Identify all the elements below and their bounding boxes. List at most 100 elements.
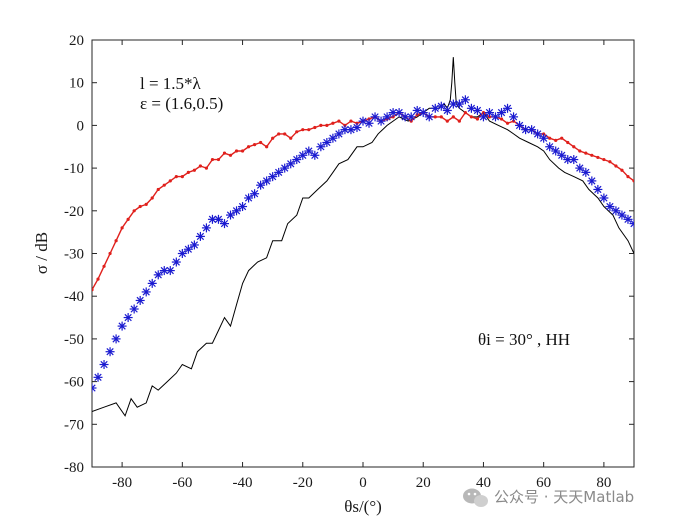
blue-asterisk-point (593, 184, 603, 194)
blue-asterisk-point (111, 334, 121, 344)
red-point (102, 264, 106, 268)
red-point (602, 157, 606, 162)
red-point (253, 143, 257, 147)
blue-asterisk-point (250, 189, 260, 199)
blue-asterisk-point (195, 231, 205, 241)
blue-asterisk-point (472, 105, 482, 115)
blue-asterisk-point (153, 270, 163, 280)
red-point (325, 123, 329, 127)
red-point (156, 187, 160, 192)
blue-asterisk-point (629, 219, 634, 229)
red-point (138, 204, 142, 209)
red-point (307, 128, 311, 132)
red-point (108, 251, 112, 256)
red-point (632, 179, 634, 183)
x-tick-label: -80 (112, 475, 132, 491)
y-tick-label: -70 (64, 417, 84, 433)
red-point (331, 121, 335, 125)
blue-asterisk-point (527, 125, 537, 135)
red-point (277, 132, 281, 136)
blue-asterisk-point (376, 116, 386, 126)
x-tick-label: -20 (293, 475, 313, 491)
blue-asterisk-point (328, 133, 338, 143)
red-point (596, 155, 600, 160)
blue-asterisk-point (575, 163, 585, 173)
red-point (96, 277, 100, 281)
blue-asterisk-point (509, 112, 519, 122)
blue-asterisk-point (123, 313, 133, 323)
red-point (313, 125, 317, 130)
blue-asterisk-point (406, 112, 416, 122)
red-point (132, 209, 136, 213)
blue-asterisk-point (394, 108, 404, 118)
series-black-line (92, 57, 634, 417)
red-point (126, 217, 130, 221)
blue-asterisk-point (551, 146, 561, 156)
blue-asterisk-point (298, 150, 308, 160)
blue-asterisk-point (280, 163, 290, 173)
blue-asterisk-point (201, 223, 211, 233)
blue-asterisk-point (605, 202, 615, 212)
red-point (150, 196, 154, 200)
red-point (114, 239, 118, 243)
y-tick-label: -80 (64, 460, 84, 476)
y-tick-label: 0 (77, 118, 85, 134)
blue-asterisk-point (256, 180, 266, 190)
red-point (451, 115, 455, 119)
red-point (246, 145, 251, 149)
x-axis-title: θs/(°) (344, 497, 382, 516)
blue-asterisk-point (484, 108, 494, 118)
blue-asterisk-point (503, 103, 513, 113)
wechat-icon (463, 488, 488, 507)
red-point (204, 166, 209, 170)
red-point (186, 170, 190, 174)
blue-asterisk-point (370, 112, 380, 122)
blue-asterisk-point (515, 120, 525, 130)
red-point (445, 119, 449, 123)
red-point (566, 140, 570, 145)
blue-asterisk-point (105, 347, 115, 357)
blue-asterisk-point (310, 150, 320, 160)
blue-asterisk-point (490, 112, 500, 122)
blue-asterisk-point (213, 214, 223, 224)
blue-asterisk-point (92, 383, 97, 393)
blue-asterisk-point (346, 125, 356, 135)
blue-asterisk-point (454, 99, 464, 109)
x-tick-label: -40 (233, 475, 253, 491)
red-point (584, 151, 588, 155)
blue-asterisk-point (587, 176, 597, 186)
blue-asterisk-point (165, 266, 175, 276)
axis-ticks (92, 39, 634, 468)
series-blue-asterisk-markers (92, 95, 634, 393)
red-point (92, 288, 94, 292)
blue-asterisk-point (557, 150, 567, 160)
blue-asterisk-point (135, 295, 145, 305)
red-point (469, 115, 473, 119)
blue-asterisk-point (147, 278, 157, 288)
blue-asterisk-point (533, 129, 543, 139)
red-point (198, 164, 202, 168)
y-tick-label: -40 (64, 289, 84, 305)
blue-asterisk-point (232, 206, 242, 216)
red-point (572, 145, 576, 149)
x-tick-label: 40 (476, 475, 491, 491)
red-point (283, 132, 287, 136)
blue-asterisk-point (171, 257, 181, 267)
red-point (349, 119, 353, 123)
blue-asterisk-point (545, 142, 555, 152)
blue-asterisk-point (322, 137, 332, 147)
blue-asterisk-point (436, 101, 446, 111)
red-point (337, 119, 341, 123)
blue-asterisk-point (219, 219, 229, 229)
y-tick-labels: 20 10 0 -10 -20 -30 -40 -50 -60 -70 -80 (64, 33, 84, 476)
y-tick-label: 20 (69, 33, 84, 49)
blue-asterisk-point (623, 214, 633, 224)
x-tick-label: 20 (416, 475, 431, 491)
blue-asterisk-point (99, 360, 109, 370)
red-point (554, 138, 558, 142)
red-point (475, 117, 480, 121)
red-point (168, 179, 172, 183)
red-point (548, 136, 552, 140)
x-tick-label: -60 (172, 475, 192, 491)
red-point (608, 160, 612, 164)
